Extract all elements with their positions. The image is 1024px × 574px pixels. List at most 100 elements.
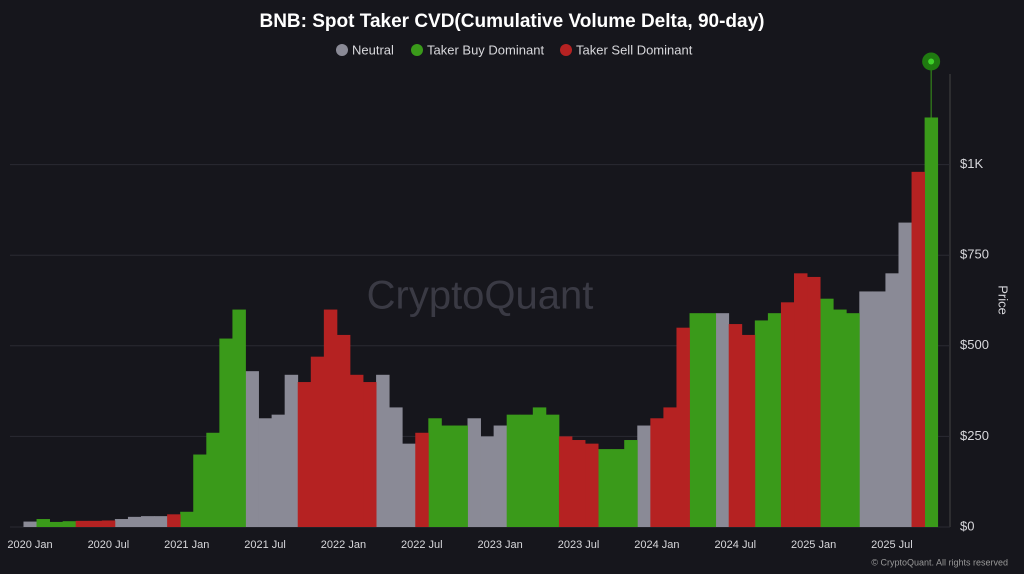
bar <box>767 313 782 527</box>
latest-dot <box>928 58 935 65</box>
bar <box>885 273 899 527</box>
bar <box>23 521 37 527</box>
bar <box>167 514 181 527</box>
bar <box>454 425 468 527</box>
bar <box>49 521 64 527</box>
bar <box>75 520 90 527</box>
bar <box>88 520 103 527</box>
y-tick-label: $750 <box>960 247 989 262</box>
x-tick-label: 2025 Jul <box>871 539 913 551</box>
bar <box>402 443 416 527</box>
bar <box>689 313 703 527</box>
legend-label: Taker Sell Dominant <box>576 42 693 57</box>
bar <box>846 313 860 527</box>
bar <box>702 313 717 527</box>
bar <box>258 418 273 527</box>
bar <box>363 382 377 527</box>
bar <box>585 443 599 527</box>
bar <box>297 382 312 527</box>
x-tick-label: 2022 Jul <box>401 539 443 551</box>
bar <box>571 440 586 527</box>
bar <box>480 436 495 527</box>
bar <box>676 327 690 527</box>
bar <box>271 414 286 527</box>
bar <box>833 309 847 527</box>
x-tick-label: 2024 Jan <box>634 539 679 551</box>
bar <box>415 432 429 527</box>
bar <box>493 425 508 527</box>
bar <box>141 516 155 527</box>
bar <box>598 449 612 527</box>
bar <box>376 374 390 527</box>
watermark: CryptoQuant <box>367 274 594 318</box>
footer: © CryptoQuant. All rights reserved <box>871 557 1008 567</box>
bar <box>663 407 677 527</box>
x-tick-label: 2023 Jul <box>558 539 600 551</box>
bar <box>36 519 50 527</box>
bar <box>715 313 730 527</box>
bar <box>780 302 795 527</box>
bar <box>624 440 638 527</box>
bar <box>389 407 403 527</box>
bar <box>62 521 77 527</box>
bar <box>728 324 743 527</box>
bar <box>650 418 664 527</box>
bar <box>859 291 873 527</box>
bar <box>611 449 625 527</box>
x-tick-label: 2020 Jul <box>88 539 130 551</box>
bar <box>154 516 168 527</box>
chart-title: BNB: Spot Taker CVD(Cumulative Volume De… <box>259 11 764 32</box>
bar <box>741 334 756 527</box>
legend-marker <box>560 44 572 56</box>
bar <box>924 117 939 527</box>
bar <box>310 356 325 527</box>
bar <box>872 291 886 527</box>
x-tick-label: 2025 Jan <box>791 539 836 551</box>
bar <box>114 519 129 527</box>
bar <box>180 511 194 527</box>
bar <box>754 320 769 527</box>
bar <box>336 334 351 527</box>
bar <box>428 418 442 527</box>
legend-label: Neutral <box>352 42 394 57</box>
legend-marker <box>411 44 423 56</box>
bar <box>637 425 651 527</box>
bar <box>206 432 220 527</box>
bar <box>519 414 534 527</box>
bar <box>467 418 481 527</box>
x-tick-label: 2024 Jul <box>714 539 756 551</box>
bar <box>101 520 116 527</box>
y-tick-label: $1K <box>960 156 983 171</box>
y-tick-label: $0 <box>960 518 974 533</box>
bar <box>232 309 246 527</box>
bar <box>219 338 233 527</box>
bar <box>532 407 547 527</box>
bar <box>284 374 299 527</box>
bar <box>911 171 926 527</box>
x-tick-label: 2021 Jan <box>164 539 209 551</box>
bar <box>323 309 338 527</box>
y-tick-label: $250 <box>960 428 989 443</box>
bar <box>441 425 455 527</box>
x-tick-label: 2020 Jan <box>7 539 52 551</box>
bar <box>193 454 207 527</box>
x-tick-label: 2021 Jul <box>244 539 286 551</box>
bar <box>506 414 521 527</box>
bar <box>898 222 912 528</box>
x-tick-label: 2023 Jan <box>478 539 523 551</box>
bar <box>245 371 259 527</box>
bar <box>127 516 142 527</box>
legend-marker <box>336 44 348 56</box>
x-tick-label: 2022 Jan <box>321 539 366 551</box>
bar <box>558 436 573 527</box>
bar <box>349 374 364 527</box>
y-tick-label: $500 <box>960 337 989 352</box>
bar <box>807 276 821 527</box>
y-axis-title: Price <box>996 285 1011 315</box>
bar <box>545 414 560 527</box>
legend-label: Taker Buy Dominant <box>427 42 544 57</box>
bar <box>820 298 834 527</box>
bar <box>794 273 808 527</box>
